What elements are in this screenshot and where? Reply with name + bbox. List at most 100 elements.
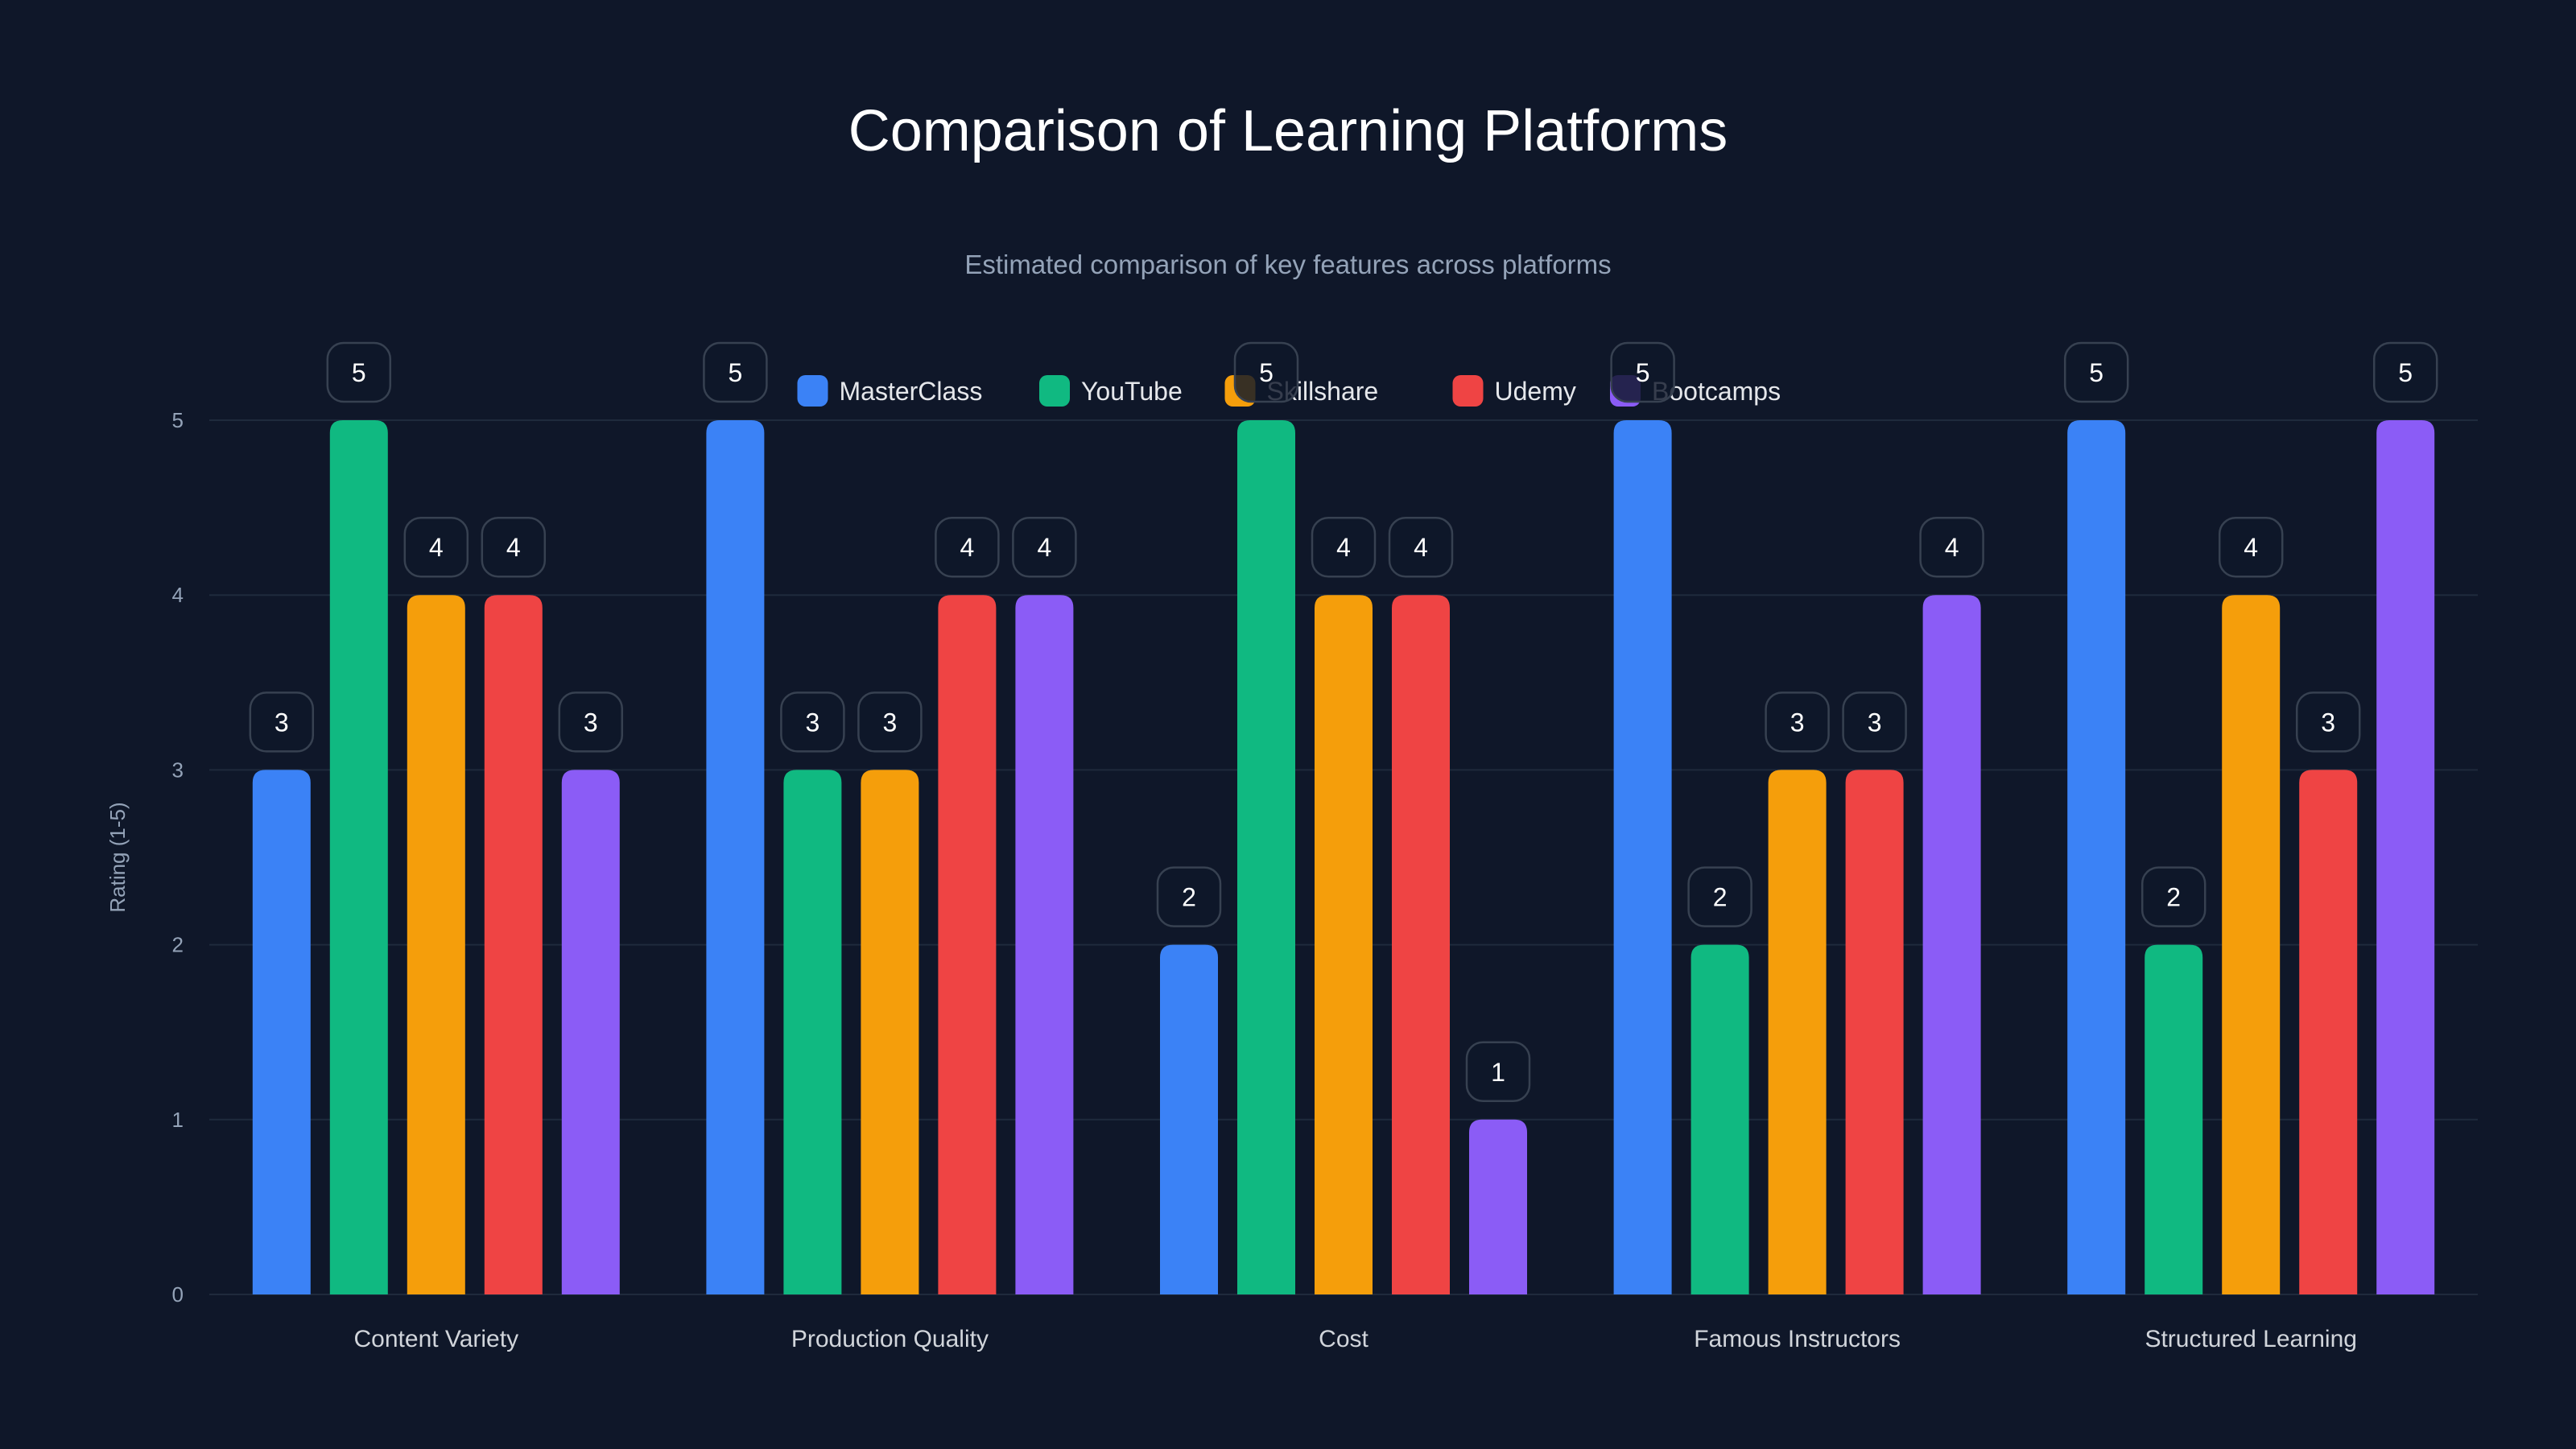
data-label: 1 (1491, 1058, 1505, 1087)
data-label-box (1610, 341, 1675, 403)
data-label-box (481, 516, 547, 578)
data-label-box (1311, 516, 1377, 578)
bar (1315, 595, 1373, 1294)
data-label-box (780, 691, 845, 753)
bar (1690, 944, 1749, 1294)
bar (1845, 770, 1904, 1294)
bar (2145, 944, 2203, 1294)
bar (1768, 770, 1827, 1294)
bar (2222, 595, 2281, 1294)
y-tick-label: 3 (172, 758, 184, 782)
legend-label: Udemy (1495, 377, 1576, 406)
y-tick-label: 5 (172, 408, 184, 432)
data-label: 5 (352, 358, 366, 387)
bar (329, 420, 388, 1294)
data-label: 2 (2166, 883, 2181, 912)
bar (561, 770, 620, 1294)
y-tick-label: 0 (172, 1282, 184, 1307)
data-label: 2 (1182, 883, 1196, 912)
data-label: 3 (1790, 708, 1805, 737)
data-label-box (1465, 1041, 1531, 1103)
data-label: 4 (1038, 533, 1052, 562)
data-label-box (326, 341, 392, 403)
y-tick-label: 2 (172, 933, 184, 957)
y-tick-label: 4 (172, 583, 184, 607)
x-tick-label: Structured Learning (2145, 1326, 2357, 1352)
data-label: 4 (429, 533, 444, 562)
bar (861, 770, 919, 1294)
x-tick-labels: Content Variety Production Quality Cost Fam… (354, 1326, 2357, 1352)
data-label: 3 (883, 708, 898, 737)
bar (783, 770, 842, 1294)
data-label-box (1012, 516, 1077, 578)
data-label: 5 (2089, 358, 2103, 387)
data-label-box (2295, 691, 2361, 753)
data-label-box (2140, 866, 2207, 927)
data-label-box (935, 516, 1000, 578)
bar (706, 420, 765, 1294)
bar (1922, 595, 1981, 1294)
bar (1160, 944, 1218, 1294)
data-labels: 3 5 4 4 3 5 3 3 4 4 2 5 4 4 1 5 2 3 3 4 5 2 4 3 5 (249, 341, 2438, 1103)
bar (252, 770, 311, 1294)
chart-title: Comparison of Learning Platforms (848, 99, 1728, 163)
data-label-box (249, 691, 315, 753)
data-label: 3 (275, 708, 289, 737)
legend-label: YouTube (1081, 377, 1183, 406)
data-label-box (857, 691, 923, 753)
data-label: 3 (2321, 708, 2335, 737)
data-label: 5 (2398, 358, 2413, 387)
bar (407, 595, 465, 1294)
legend-swatch (1452, 375, 1484, 407)
bar (938, 595, 997, 1294)
data-label: 4 (2244, 533, 2258, 562)
data-label-box (2063, 341, 2129, 403)
data-label-box (2372, 341, 2438, 403)
data-label-box (1842, 691, 1907, 753)
legend-swatch (1039, 375, 1070, 407)
data-label: 4 (506, 533, 521, 562)
bar (2067, 420, 2126, 1294)
bar (484, 595, 543, 1294)
x-tick-label: Famous Instructors (1694, 1326, 1901, 1352)
bar (1392, 595, 1450, 1294)
y-tick-label: 1 (172, 1108, 184, 1132)
data-label: 5 (1259, 358, 1274, 387)
data-label: 4 (1336, 533, 1351, 562)
data-label: 3 (584, 708, 598, 737)
data-label: 5 (729, 358, 743, 387)
bar (1237, 420, 1295, 1294)
chart-subtitle: Estimated comparison of key features acr… (964, 250, 1611, 279)
data-label-box (703, 341, 768, 403)
data-label: 4 (1414, 533, 1428, 562)
x-tick-label: Content Variety (354, 1326, 519, 1352)
data-label-box (1388, 516, 1454, 578)
y-axis-label: Rating (1-5) (105, 802, 130, 912)
y-tick-labels: 0 1 2 3 4 5 (172, 408, 184, 1307)
data-label-box (1687, 866, 1752, 927)
data-label: 2 (1713, 883, 1728, 912)
data-label-box (1233, 341, 1299, 403)
x-tick-label: Production Quality (791, 1326, 989, 1352)
data-label-box (1765, 691, 1830, 753)
bar (2376, 420, 2435, 1294)
legend-swatch (797, 375, 828, 407)
bars (252, 420, 2435, 1294)
data-label-box (2218, 516, 2284, 578)
x-tick-label: Cost (1319, 1326, 1368, 1352)
data-label-box (1156, 866, 1222, 927)
data-label: 3 (1868, 708, 1882, 737)
bar (1015, 595, 1074, 1294)
bar (2299, 770, 2358, 1294)
legend-label: MasterClass (840, 377, 983, 406)
data-label-box (1919, 516, 1984, 578)
data-label: 4 (1945, 533, 1959, 562)
data-label-box (403, 516, 469, 578)
data-label: 5 (1636, 358, 1650, 387)
bar (1613, 420, 1672, 1294)
data-label: 3 (806, 708, 820, 737)
bar (1469, 1119, 1527, 1294)
data-label-box (558, 691, 624, 753)
data-label: 4 (960, 533, 975, 562)
